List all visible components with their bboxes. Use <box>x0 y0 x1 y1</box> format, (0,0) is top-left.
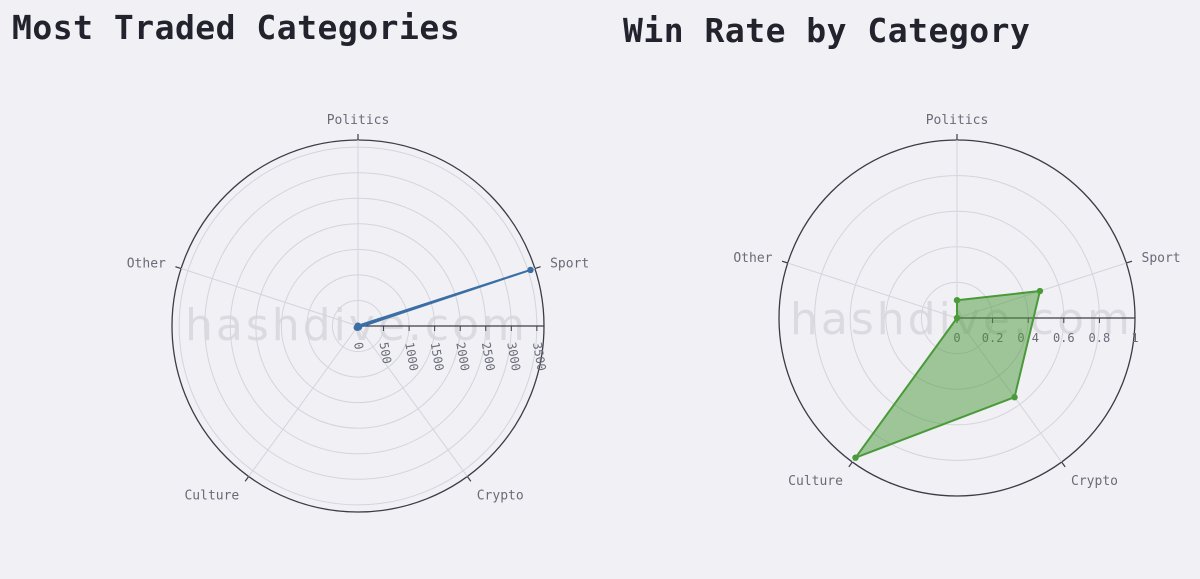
radial-tick-label: 500 <box>377 341 395 365</box>
category-label: Culture <box>184 488 239 503</box>
series-area <box>355 268 532 329</box>
radial-tick-label: 0 <box>351 341 366 351</box>
radar-chart-win-rate: PoliticsSportCryptoCultureOther00.20.40.… <box>733 113 1181 497</box>
category-label: Crypto <box>477 488 524 503</box>
data-point <box>354 322 361 330</box>
category-label: Sport <box>1142 251 1181 266</box>
data-point <box>1011 394 1018 401</box>
data-point <box>527 266 534 274</box>
radial-tick-label: 1500 <box>428 341 447 372</box>
data-point <box>1036 287 1044 295</box>
radial-tick-label: 3500 <box>530 341 549 372</box>
radar-chart-most-traded: Politics Sport Crypto Culture Other 0 500 1000 1… <box>127 113 589 513</box>
category-label: Other <box>733 251 772 266</box>
data-point <box>953 314 961 322</box>
data-point <box>953 297 961 304</box>
spoke-tick <box>1061 461 1066 468</box>
series-area <box>854 290 1041 459</box>
radial-tick-label: 1000 <box>402 341 421 372</box>
category-label: Other <box>127 257 166 272</box>
spoke-line <box>787 262 958 319</box>
radial-tick-label: 2500 <box>479 341 498 372</box>
category-label: Politics <box>327 113 390 128</box>
chart-title-win-rate: Win Rate by Category <box>623 11 1031 50</box>
category-label: Culture <box>788 474 843 489</box>
category-label: Crypto <box>1071 474 1118 489</box>
spoke-tick <box>1126 260 1133 264</box>
category-label: Politics <box>926 113 989 128</box>
radial-tick-label: 3000 <box>504 341 523 372</box>
spoke-tick <box>244 476 250 482</box>
spoke-line <box>357 325 468 477</box>
radial-tick-label: 1 <box>1131 331 1138 345</box>
spoke-line <box>248 325 359 477</box>
chart-title-most-traded: Most Traded Categories <box>12 8 461 47</box>
category-label: Sport <box>550 257 589 272</box>
spoke-tick <box>534 266 541 270</box>
data-point <box>852 454 859 461</box>
spoke-tick <box>175 266 182 270</box>
spoke-tick <box>848 461 853 468</box>
radial-tick-label: 0.6 <box>1053 331 1075 345</box>
spoke-tick <box>781 260 788 264</box>
radial-tick-label: 2000 <box>453 341 472 372</box>
radial-tick-label: 0.8 <box>1089 331 1111 345</box>
spoke-tick <box>466 476 472 482</box>
spoke-line <box>180 268 359 327</box>
